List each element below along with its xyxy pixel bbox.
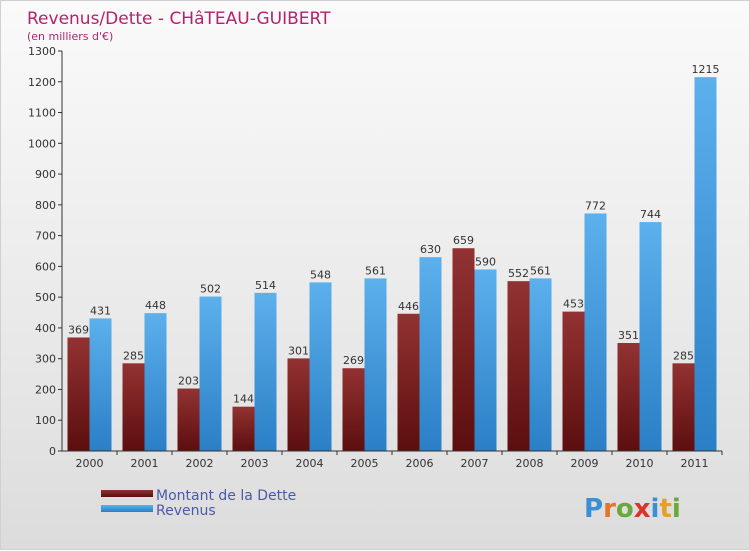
data-label-dette: 453 [563,298,584,311]
data-label-revenus: 772 [585,199,606,212]
bar-revenus [474,269,497,451]
y-tick-label: 100 [35,414,56,427]
x-tick-label: 2011 [681,457,709,470]
x-tick-label: 2004 [296,457,324,470]
data-label-revenus: 548 [310,268,331,281]
data-label-revenus: 630 [420,243,441,256]
bar-dette [232,406,255,451]
data-label-dette: 351 [618,329,639,342]
bar-dette [342,368,365,451]
bar-revenus [199,296,222,451]
logo-letter: x [634,494,651,524]
logo-letter: P [584,494,603,524]
y-tick-label: 700 [35,230,56,243]
data-label-dette: 285 [673,349,694,362]
x-tick-label: 2008 [516,457,544,470]
x-tick-label: 2002 [186,457,214,470]
data-label-revenus: 744 [640,208,661,221]
x-tick-label: 2005 [351,457,379,470]
bar-revenus [694,77,717,452]
bar-revenus [309,282,332,451]
y-tick-label: 900 [35,168,56,181]
legend: Montant de la Dette Revenus [101,488,296,519]
bar-revenus [364,278,387,451]
data-label-dette: 301 [288,344,309,357]
bar-dette [67,337,90,451]
legend-swatch-revenus [101,505,153,512]
x-tick-label: 2001 [131,457,159,470]
bar-dette [452,248,475,451]
data-label-dette: 552 [508,267,529,280]
bar-revenus [144,313,167,451]
y-tick-label: 800 [35,199,56,212]
chart-title: Revenus/Dette - CHâTEAU-GUIBERT [27,9,331,29]
x-tick-label: 2000 [76,457,104,470]
data-label-dette: 369 [68,323,89,336]
legend-label-revenus: Revenus [156,503,216,519]
y-tick-label: 1100 [28,107,56,120]
x-tick-label: 2009 [571,457,599,470]
x-tick-label: 2007 [461,457,489,470]
y-tick-label: 1200 [28,76,56,89]
data-label-revenus: 1215 [692,63,720,76]
y-tick-label: 300 [35,353,56,366]
logo-letter: t [659,494,671,524]
y-tick-label: 1300 [28,45,56,58]
axes-group: 0 100 200 300 400 500 600 700 800 900 1000 1100 1200… [28,45,723,470]
bar-revenus [419,257,442,451]
legend-swatch-debt [101,490,153,497]
bar-revenus [584,213,607,451]
logo-letter: i [651,494,660,524]
chart-subtitle: (en milliers d'€) [27,30,113,43]
x-tick-label: 2006 [406,457,434,470]
x-tick-label: 2003 [241,457,269,470]
x-tick-label: 2010 [626,457,654,470]
data-label-revenus: 514 [255,279,276,292]
y-tick-label: 200 [35,383,56,396]
logo-letter: o [616,494,634,524]
y-tick-label: 0 [49,445,56,458]
data-label-revenus: 561 [530,264,551,277]
y-tick-label: 600 [35,260,56,273]
data-label-revenus: 431 [90,304,111,317]
bar-revenus [529,278,552,451]
y-tick-label: 1000 [28,137,56,150]
proxiti-logo: Proxiti [584,494,681,524]
data-label-revenus: 590 [475,255,496,268]
bar-dette [672,363,695,451]
bar-dette [507,281,530,451]
legend-label-debt: Montant de la Dette [156,488,296,504]
bar-revenus [639,222,662,451]
data-label-dette: 659 [453,234,474,247]
y-tick-label: 500 [35,291,56,304]
bar-dette [562,311,585,451]
data-label-dette: 144 [233,393,254,406]
data-label-revenus: 561 [365,264,386,277]
y-tick-label: 400 [35,322,56,335]
data-label-revenus: 448 [145,299,166,312]
data-label-dette: 203 [178,375,199,388]
data-label-dette: 446 [398,300,419,313]
bar-dette [287,358,310,451]
logo-letter: r [603,494,616,524]
bar-dette [617,343,640,451]
bar-revenus [89,318,112,451]
bar-dette [122,363,145,451]
bar-dette [397,313,420,451]
bar-dette [177,388,200,451]
data-label-revenus: 502 [200,283,221,296]
data-label-dette: 269 [343,354,364,367]
bar-revenus [254,292,277,451]
logo-letter: i [672,494,681,524]
data-label-dette: 285 [123,349,144,362]
